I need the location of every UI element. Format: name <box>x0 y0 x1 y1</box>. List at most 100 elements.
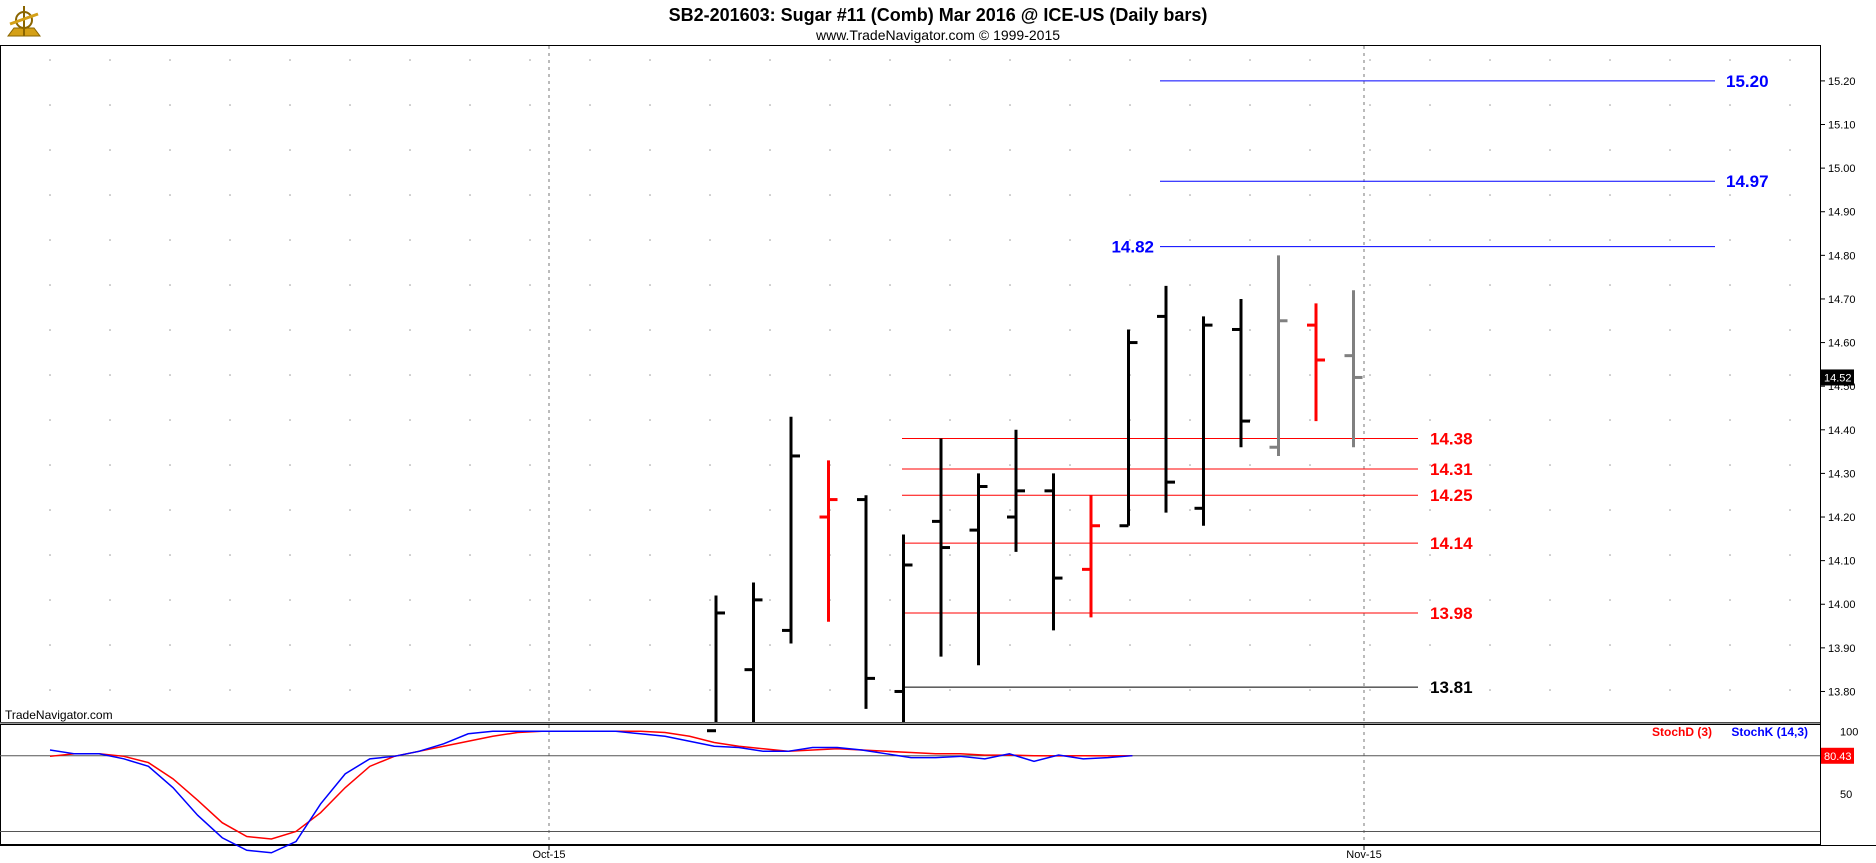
grid-dot <box>1189 509 1191 511</box>
price-axis: 13.8013.9014.0014.1014.2014.3014.4014.50… <box>1820 76 1856 698</box>
grid-dot <box>229 194 231 196</box>
grid-dot <box>1009 464 1011 466</box>
grid-dot <box>1789 644 1791 646</box>
grid-dot <box>709 239 711 241</box>
grid-dot <box>1009 59 1011 61</box>
grid-dot <box>409 419 411 421</box>
grid-dot <box>829 59 831 61</box>
grid-dot <box>589 464 591 466</box>
grid-dot <box>529 239 531 241</box>
grid-dot <box>1309 59 1311 61</box>
grid-dot <box>169 554 171 556</box>
grid-dot <box>529 419 531 421</box>
grid-dot <box>49 374 51 376</box>
grid-dot <box>349 104 351 106</box>
grid-dot <box>1249 374 1251 376</box>
grid-dot <box>109 104 111 106</box>
grid-dot <box>109 59 111 61</box>
grid-dot <box>829 194 831 196</box>
grid-dot <box>289 374 291 376</box>
grid-dot <box>709 374 711 376</box>
grid-dot <box>649 59 651 61</box>
grid-dot <box>1729 239 1731 241</box>
grid-dot <box>529 194 531 196</box>
grid-dot <box>889 284 891 286</box>
grid-dot <box>1069 329 1071 331</box>
grid-dot <box>949 104 951 106</box>
last-price-tag <box>1821 369 1854 386</box>
grid-dot <box>1789 509 1791 511</box>
grid-dot <box>1429 509 1431 511</box>
grid-dot <box>1729 104 1731 106</box>
grid-dot <box>349 284 351 286</box>
grid-dot <box>529 59 531 61</box>
grid-dot <box>649 599 651 601</box>
grid-dot <box>229 149 231 151</box>
grid-dot <box>289 599 291 601</box>
grid-dot <box>1729 284 1731 286</box>
grid-dot <box>469 104 471 106</box>
grid-dot <box>1069 464 1071 466</box>
grid-dot <box>1549 329 1551 331</box>
grid-dot <box>109 464 111 466</box>
level-label: 14.31 <box>1430 460 1473 479</box>
grid-dot <box>1489 239 1491 241</box>
grid-dot <box>1609 599 1611 601</box>
grid-dot <box>1129 239 1131 241</box>
grid-dot <box>1369 464 1371 466</box>
grid-dot <box>409 284 411 286</box>
grid-dot <box>229 239 231 241</box>
grid-dot <box>409 149 411 151</box>
grid-dot <box>1609 419 1611 421</box>
grid-dot <box>1129 599 1131 601</box>
grid-dot <box>229 644 231 646</box>
grid-dot <box>1789 374 1791 376</box>
grid-dot <box>49 509 51 511</box>
grid-dot <box>1069 194 1071 196</box>
grid-dot <box>409 104 411 106</box>
grid-dot <box>1069 689 1071 691</box>
grid-dot <box>49 329 51 331</box>
grid-dot <box>529 644 531 646</box>
grid-dot <box>1009 284 1011 286</box>
grid-dot <box>1069 374 1071 376</box>
sextant-logo-icon <box>7 6 41 37</box>
grid-dot <box>1009 149 1011 151</box>
grid-dot <box>469 329 471 331</box>
grid-dot <box>1729 149 1731 151</box>
grid-dot <box>1609 329 1611 331</box>
grid-dot <box>1069 554 1071 556</box>
grid-dot <box>529 284 531 286</box>
grid-dot <box>529 149 531 151</box>
grid-dot <box>229 509 231 511</box>
grid-dot <box>1669 194 1671 196</box>
grid-dot <box>1789 59 1791 61</box>
grid-dot <box>1309 464 1311 466</box>
grid-dot <box>589 194 591 196</box>
legend-stochd: StochD (3) <box>1652 725 1712 739</box>
grid-dot <box>289 464 291 466</box>
grid-dot <box>289 419 291 421</box>
grid-dot <box>649 464 651 466</box>
grid-dot <box>1249 194 1251 196</box>
grid-dot <box>1729 599 1731 601</box>
grid-dot <box>229 284 231 286</box>
grid-dot <box>1249 239 1251 241</box>
grid-dot <box>1549 284 1551 286</box>
grid-dot <box>1249 554 1251 556</box>
grid-dot <box>829 239 831 241</box>
grid-dot <box>289 509 291 511</box>
grid-dot <box>289 284 291 286</box>
grid-dot <box>1489 59 1491 61</box>
grid-dot <box>1129 149 1131 151</box>
grid-dot <box>649 644 651 646</box>
grid-dot <box>1729 509 1731 511</box>
grid-dot <box>1489 284 1491 286</box>
grid-dot <box>769 644 771 646</box>
grid-dot <box>1129 644 1131 646</box>
grid-dot <box>1249 329 1251 331</box>
grid-dot <box>1009 104 1011 106</box>
grid-dot <box>1189 644 1191 646</box>
grid-dot <box>349 59 351 61</box>
grid-dot <box>1609 644 1611 646</box>
